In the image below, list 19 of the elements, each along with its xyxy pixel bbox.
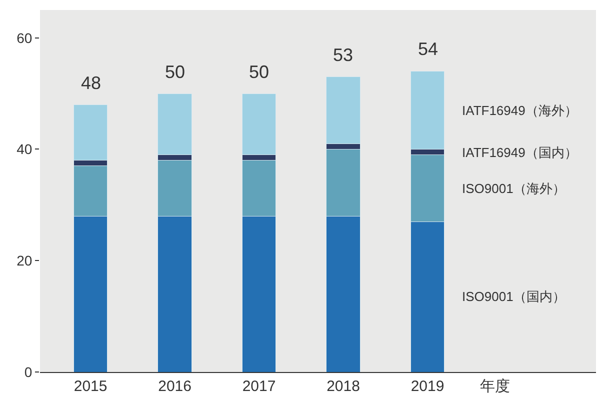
y-tick-label: 40 [16,141,32,158]
total-label: 50 [249,62,270,82]
y-tick-label: 0 [24,364,32,380]
series-label: IATF16949（海外） [462,103,578,118]
series-label: IATF16949（国内） [462,145,578,160]
x-tick-label: 2016 [158,378,192,395]
series-label: ISO9001（海外） [462,181,566,196]
x-tick-label: 2018 [326,378,360,395]
total-label: 53 [333,45,354,65]
x-tick-label: 2015 [74,378,108,395]
series-label: ISO9001（国内） [462,289,566,304]
x-tick-label: 2019 [410,378,444,395]
y-tick-label: 20 [16,252,32,269]
x-tick-label: 2017 [242,378,276,395]
total-label: 48 [81,73,102,93]
total-label: 50 [165,62,186,82]
y-tick-label: 60 [16,30,32,46]
total-label: 54 [418,39,438,59]
x-axis-title: 年度 [480,378,510,395]
